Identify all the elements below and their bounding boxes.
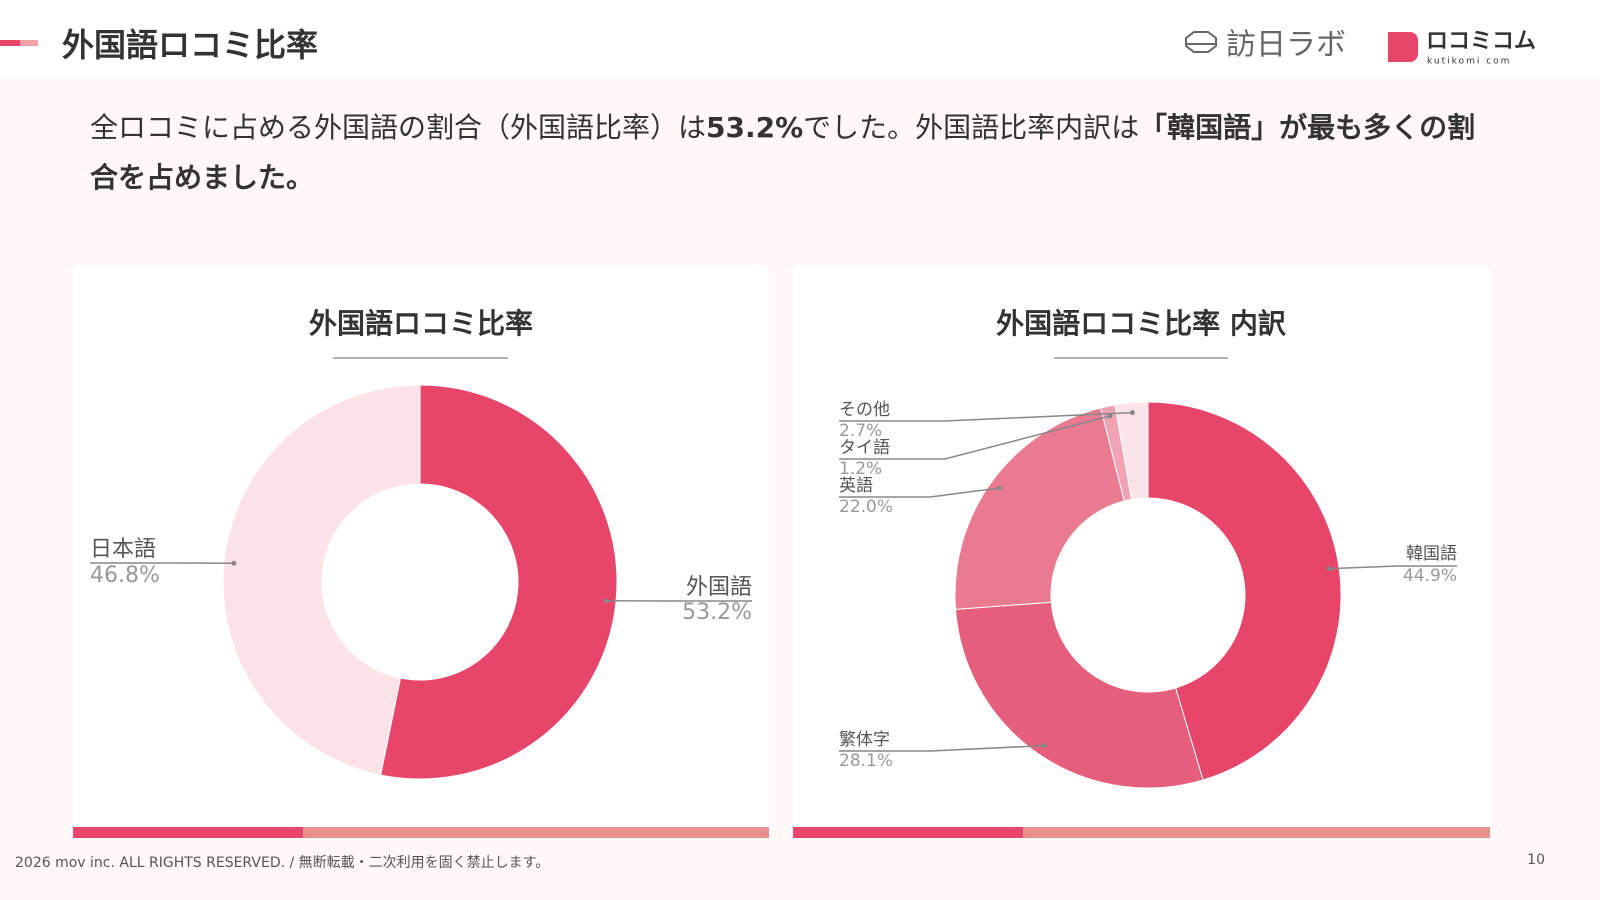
- leader-line: [839, 411, 1133, 422]
- slice-label: 外国語: [686, 575, 752, 600]
- donut-slice: [955, 601, 1204, 789]
- logo-left: 訪日ラボ: [1226, 28, 1346, 63]
- leader-dot: [997, 485, 1003, 491]
- page-number: 10: [1527, 852, 1545, 868]
- footer-copyright: 2026 mov inc. ALL RIGHTS RESERVED. / 無断転…: [15, 855, 549, 871]
- donut-slice: [1114, 401, 1149, 501]
- slice-value: 2.7%: [839, 421, 882, 441]
- leader-dot: [231, 560, 237, 566]
- slice-label: 繁体字: [839, 730, 890, 750]
- donut-slice: [222, 384, 421, 776]
- slice-value: 53.2%: [682, 600, 752, 625]
- description: 全ロコミに占める外国語の割合（外国語比率）は53.2%でした。外国語比率内訳は「…: [90, 103, 1490, 203]
- slice-label: その他: [839, 400, 890, 420]
- slice-label: 韓国語: [1406, 544, 1457, 564]
- leader-dot: [603, 598, 609, 604]
- logo-icon: [1185, 31, 1217, 53]
- slice-value: 46.8%: [90, 563, 160, 588]
- logo-icon: [1388, 32, 1418, 62]
- slice-label: 英語: [839, 476, 873, 496]
- leader-dot: [1041, 743, 1047, 749]
- header-title: 外国語ロコミ比率: [62, 26, 318, 64]
- card-stripe: [793, 827, 1023, 838]
- leader-dot: [1326, 566, 1332, 572]
- slice-value: 28.1%: [839, 751, 893, 771]
- card-stripe: [303, 827, 769, 838]
- logo-right: ロコミコム: [1426, 29, 1536, 54]
- leader-dot: [1107, 413, 1113, 419]
- donut-slice: [380, 384, 618, 780]
- card-stripe: [1023, 827, 1490, 838]
- donut-slice: [1147, 401, 1342, 781]
- chart-title: 外国語ロコミ比率: [309, 307, 533, 340]
- card: [793, 265, 1490, 838]
- logo-right-sub: kutikomi com: [1427, 57, 1511, 67]
- donut-slice: [954, 407, 1125, 610]
- leader-line: [1329, 565, 1457, 570]
- header-band: [0, 0, 1600, 78]
- leader-line: [839, 487, 1000, 498]
- description-segment: 53.2%: [706, 111, 804, 144]
- leader-line: [839, 744, 1045, 752]
- description-segment: 全ロコミに占める外国語の割合（外国語比率）は: [90, 111, 707, 144]
- slice-value: 22.0%: [839, 497, 893, 517]
- slice-value: 1.2%: [839, 459, 882, 479]
- description-segment: 「韓国語」が最も多くの割合を占めました。: [90, 111, 1476, 194]
- card: [73, 265, 769, 838]
- header-accent: [0, 40, 20, 46]
- header-accent: [20, 40, 38, 46]
- leader-line: [839, 415, 1111, 460]
- slice-label: タイ語: [839, 438, 890, 458]
- leader-dot: [1129, 410, 1135, 416]
- description-segment: でした。外国語比率内訳は: [803, 111, 1140, 144]
- card-stripe: [73, 827, 303, 838]
- slice-label: 日本語: [90, 537, 156, 562]
- slice-value: 44.9%: [1403, 566, 1457, 586]
- chart-title: 外国語ロコミ比率 内訳: [996, 307, 1287, 340]
